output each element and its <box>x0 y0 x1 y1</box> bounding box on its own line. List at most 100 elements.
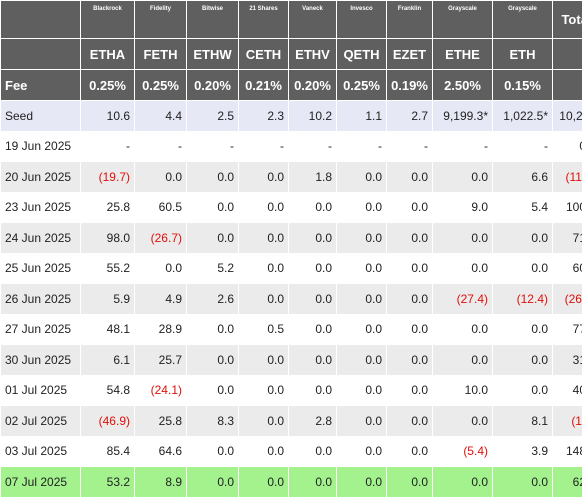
row-date: 24 Jun 2025 <box>1 223 81 254</box>
flow-value: 0.0 <box>289 345 337 376</box>
flow-value: 0.0 <box>337 223 387 254</box>
flow-value: 60.5 <box>135 192 187 223</box>
flow-value: 53.2 <box>81 467 135 498</box>
flow-value: 2.6 <box>187 284 239 315</box>
flow-value: 10.6 <box>81 101 135 132</box>
flow-value: 0.0 <box>493 223 553 254</box>
row-total: 40.7 <box>553 375 582 406</box>
flow-value: 5.2 <box>187 253 239 284</box>
flow-value: 0.0 <box>387 467 433 498</box>
flow-value: 64.6 <box>135 436 187 467</box>
flow-value: 0.0 <box>289 436 337 467</box>
ticker-header: ETHV <box>289 39 337 70</box>
flow-value: (46.9) <box>81 406 135 437</box>
flow-value: 0.0 <box>289 314 337 345</box>
issuer-name: Grayscale <box>433 1 493 39</box>
flow-value: 0.0 <box>493 253 553 284</box>
flow-value: 8.9 <box>135 467 187 498</box>
row-total: 31.8 <box>553 345 582 376</box>
ticker-header: QETH <box>337 39 387 70</box>
row-date: 01 Jul 2025 <box>1 375 81 406</box>
flow-value: 0.0 <box>387 223 433 254</box>
fee-value: 0.20% <box>289 70 337 101</box>
flow-value: 0.0 <box>337 284 387 315</box>
row-total: 60.4 <box>553 253 582 284</box>
ticker-header: ETHE <box>433 39 493 70</box>
flow-value: 0.0 <box>337 436 387 467</box>
row-total: 148.5 <box>553 436 582 467</box>
flow-value: 0.0 <box>239 345 289 376</box>
flow-value: 0.0 <box>337 467 387 498</box>
flow-value: 4.9 <box>135 284 187 315</box>
fee-value: 2.50% <box>433 70 493 101</box>
flow-value: 1.8 <box>289 162 337 193</box>
flow-value: 0.0 <box>387 162 433 193</box>
row-total: 71.3 <box>553 223 582 254</box>
flow-value: 0.0 <box>433 223 493 254</box>
flow-value: 0.5 <box>239 314 289 345</box>
flow-value: 0.0 <box>289 467 337 498</box>
flow-value: 0.0 <box>239 436 289 467</box>
flow-value: 0.0 <box>337 314 387 345</box>
flow-value: 54.8 <box>81 375 135 406</box>
flow-value: 0.0 <box>239 223 289 254</box>
fee-value: 0.25% <box>135 70 187 101</box>
flow-value: 0.0 <box>493 375 553 406</box>
issuer-name: Bitwise <box>187 1 239 39</box>
flow-value: 0.0 <box>433 406 493 437</box>
flow-value: 10.2 <box>289 101 337 132</box>
row-date: 20 Jun 2025 <box>1 162 81 193</box>
flow-value: 28.9 <box>135 314 187 345</box>
row-date: 03 Jul 2025 <box>1 436 81 467</box>
flow-value: - <box>493 131 553 162</box>
flow-value: 1.1 <box>337 101 387 132</box>
row-total: 0.0 <box>553 131 582 162</box>
flow-value: - <box>387 131 433 162</box>
row-date: 19 Jun 2025 <box>1 131 81 162</box>
flow-value: 0.0 <box>239 162 289 193</box>
corner-cell <box>1 39 81 70</box>
row-date: 23 Jun 2025 <box>1 192 81 223</box>
flow-value: 3.9 <box>493 436 553 467</box>
flow-value: (24.1) <box>135 375 187 406</box>
flow-value: 0.0 <box>187 436 239 467</box>
flow-value: 0.0 <box>135 253 187 284</box>
flow-value: (5.4) <box>433 436 493 467</box>
flow-value: 0.0 <box>433 253 493 284</box>
total-header-spacer <box>553 39 582 70</box>
flow-value: 0.0 <box>239 406 289 437</box>
row-date: Seed <box>1 101 81 132</box>
issuer-name: Fidelity <box>135 1 187 39</box>
flow-value: 0.0 <box>387 314 433 345</box>
flow-value: 0.0 <box>289 375 337 406</box>
flow-value: - <box>81 131 135 162</box>
ticker-header: ETHW <box>187 39 239 70</box>
table-row: 19 Jun 2025---------0.0 <box>1 131 582 162</box>
total-header: Total <box>553 1 582 39</box>
issuer-name: Invesco <box>337 1 387 39</box>
flow-value: 0.0 <box>187 162 239 193</box>
flow-value: - <box>337 131 387 162</box>
fee-value: 0.19% <box>387 70 433 101</box>
ticker-header: FETH <box>135 39 187 70</box>
row-date: 07 Jul 2025 <box>1 467 81 498</box>
flow-value: 2.5 <box>187 101 239 132</box>
flow-value: 0.0 <box>337 253 387 284</box>
flow-value: 0.0 <box>239 375 289 406</box>
issuer-name: 21 Shares <box>239 1 289 39</box>
corner-cell <box>1 1 81 39</box>
row-date: 27 Jun 2025 <box>1 314 81 345</box>
flow-value: 0.0 <box>187 314 239 345</box>
